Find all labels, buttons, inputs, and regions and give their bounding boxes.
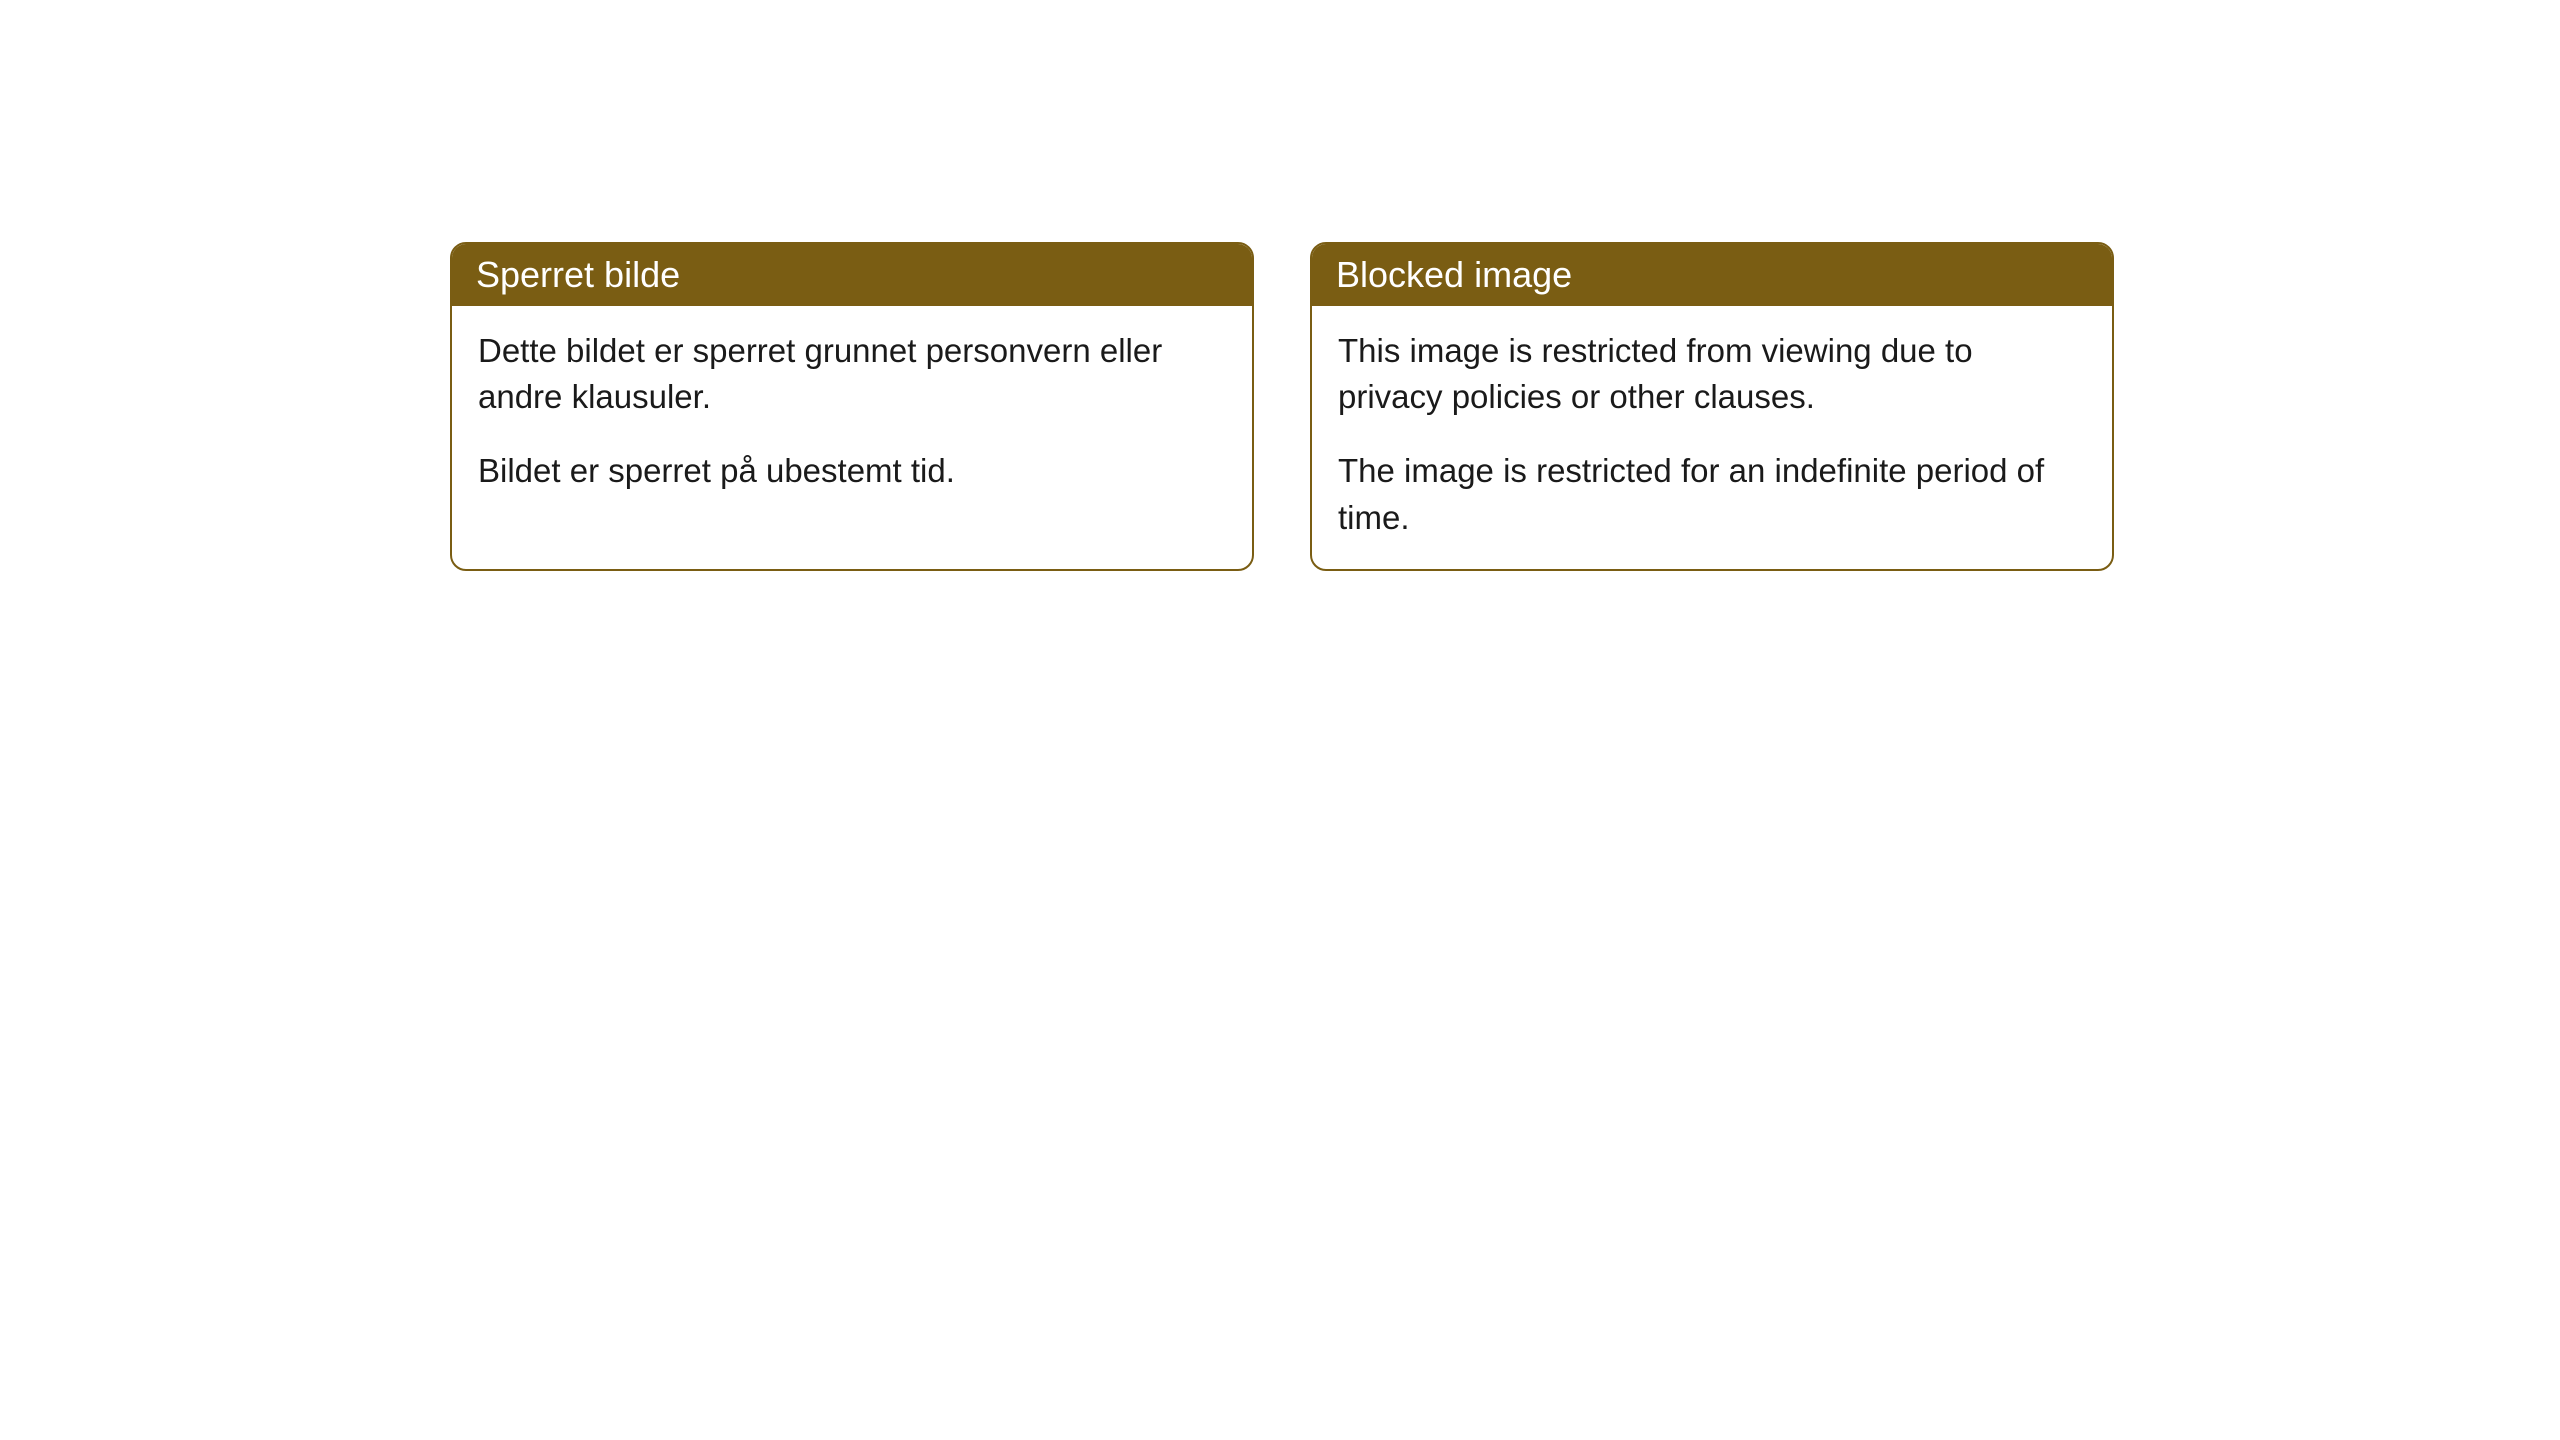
blocked-image-card-norwegian: Sperret bilde Dette bildet er sperret gr… [450,242,1254,571]
card-title: Sperret bilde [476,254,680,295]
card-header: Blocked image [1312,244,2112,306]
card-paragraph: Dette bildet er sperret grunnet personve… [478,328,1226,420]
card-body: This image is restricted from viewing du… [1312,306,2112,569]
card-paragraph: This image is restricted from viewing du… [1338,328,2086,420]
card-title: Blocked image [1336,254,1572,295]
notice-cards-container: Sperret bilde Dette bildet er sperret gr… [450,242,2114,571]
card-paragraph: The image is restricted for an indefinit… [1338,448,2086,540]
card-body: Dette bildet er sperret grunnet personve… [452,306,1252,523]
card-paragraph: Bildet er sperret på ubestemt tid. [478,448,1226,494]
blocked-image-card-english: Blocked image This image is restricted f… [1310,242,2114,571]
card-header: Sperret bilde [452,244,1252,306]
